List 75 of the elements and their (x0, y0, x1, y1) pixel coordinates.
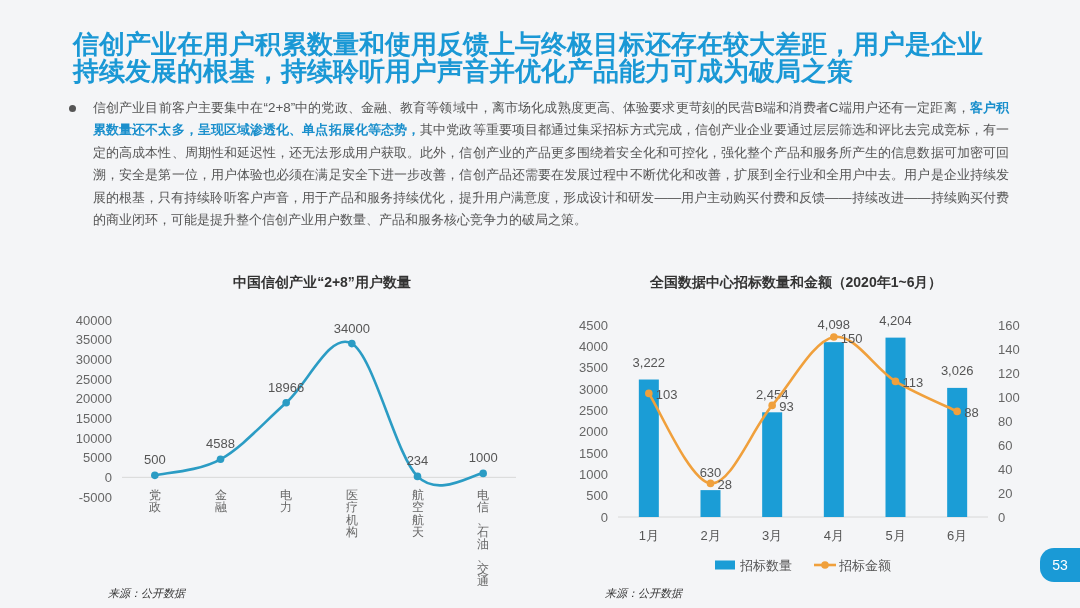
y2-tick-label: 20 (998, 485, 1013, 501)
x-tick-label: 6月 (947, 528, 968, 543)
y2-tick-label: 80 (998, 413, 1013, 429)
point (282, 398, 290, 407)
y-tick-label: 2000 (579, 424, 608, 440)
y-tick-label: 2500 (579, 402, 608, 418)
legend-label: 招标金额 (838, 557, 891, 573)
y-tick-label: 20000 (75, 391, 112, 407)
y2-tick-label: 100 (998, 389, 1020, 405)
x-tick-label: 医疗机构 (344, 488, 358, 539)
data-label: 500 (143, 452, 166, 468)
x-tick-label: 3月 (762, 528, 783, 543)
y-tick-label: 40000 (75, 312, 112, 328)
y2-tick-label: 60 (998, 437, 1013, 453)
text: 53 (1051, 556, 1069, 574)
data-label: 3,026 (940, 362, 974, 378)
source-note: 来源：公开数据 (108, 587, 187, 599)
y-tick-label: 25000 (75, 371, 112, 387)
data-label: 234 (406, 453, 429, 469)
y-tick-label: -5000 (78, 489, 112, 505)
y-tick-label: 1000 (579, 466, 608, 482)
y2-tick-label: 160 (998, 317, 1020, 333)
y-tick-label: 5000 (83, 450, 112, 466)
y-tick-label: 1500 (579, 445, 608, 461)
data-label: 4,204 (879, 312, 912, 328)
y-tick-label: 4500 (579, 317, 608, 333)
x-tick-label: 党政 (148, 488, 161, 515)
data-label: 93 (779, 398, 794, 414)
data-label: 1000 (468, 450, 498, 466)
y2-tick-label: 40 (998, 461, 1013, 477)
source-note: 来源：公开数据 (605, 587, 684, 599)
text: 信创产业在用户积累数量和使用反馈上与终极目标还存在较大差距，用户是企业持续发展的根基，持续聆听用户声音并优化产品能力可成为破局之策 (73, 30, 984, 85)
x-tick-label: 金融 (214, 488, 227, 515)
bar (762, 412, 783, 517)
y2-tick-label: 140 (998, 341, 1020, 357)
point (891, 377, 900, 386)
data-label: 4,098 (817, 317, 851, 333)
x-tick-label: 电信、石油、交通 (477, 488, 490, 589)
x-tick-label: 电力 (280, 488, 293, 515)
point (953, 407, 961, 416)
x-tick-label: 1月 (638, 528, 659, 543)
x-tick-label: 4月 (823, 528, 844, 543)
point (830, 333, 838, 341)
point (216, 455, 225, 464)
text: 信创产业目前客户主要集中在“2+8”中的党政、金融、教育等领域中，离市场化成熟度更高、体验要求更苛刻的民营B端和消费者C端用户还有一定距离，客户积累数量还不太多，呈现区域渗透化、单点拓展化等态势，其中党政等重要项目都通过集采招标方式完成，信创产业企业要通过层层筛选和评比去完成竞标，有一定的高成本性、周期性和延迟性，还无法形成用户获取。此外，信创产业的产品更多围绕着安全化和可控化，强化整个产品和服务所产生的信息数据可加密可回溯，安全是第一位，用户体验也必须在满足安全下进一步改善，信创产品还需要在发展过程中不断优化和改善，扩展到全行业和全用户中去。用户是企业持续发展的根基，只有持续聆听客户声音，用于产品和服务持续优化，提升用户满意度，形成设计和研发——用户主动购买付费和反馈——持续改进——持续购买付费的商业闭环，可能是提升整个信创产业用户数量、产品和服务核心竞争力的破局之策。 (93, 100, 1010, 228)
point (348, 339, 356, 348)
x-tick-label: 2月 (700, 528, 721, 543)
point (479, 469, 487, 478)
point (645, 389, 653, 398)
y2-tick-label: 0 (998, 509, 1006, 525)
y-tick-label: 0 (104, 469, 112, 485)
chart-title: 全国数据中心招标数量和金额（2020年1~6月） (648, 274, 943, 290)
bar (700, 490, 721, 517)
y-tick-label: 3500 (579, 360, 608, 376)
y-tick-label: 10000 (75, 430, 112, 446)
data-label: 4588 (206, 436, 235, 452)
y-tick-label: 15000 (75, 410, 112, 426)
point (413, 472, 422, 481)
bar (823, 342, 844, 517)
y-tick-label: 35000 (75, 332, 112, 348)
legend-label: 招标数量 (739, 557, 792, 573)
y-tick-label: 0 (600, 509, 608, 525)
chart-title: 中国信创产业“2+8”用户数量 (233, 274, 411, 290)
point (151, 471, 159, 480)
y-tick-label: 500 (586, 488, 608, 504)
data-label: 150 (840, 330, 863, 346)
y-tick-label: 30000 (75, 351, 112, 367)
data-label: 3,222 (632, 354, 666, 370)
x-tick-label: 航空航天 (411, 488, 424, 539)
point (706, 479, 715, 488)
y-tick-label: 4000 (579, 338, 608, 354)
y-tick-label: 3000 (579, 381, 608, 397)
x-tick-label: 5月 (885, 528, 906, 543)
y2-tick-label: 120 (998, 365, 1020, 381)
data-label: 34000 (333, 320, 370, 336)
